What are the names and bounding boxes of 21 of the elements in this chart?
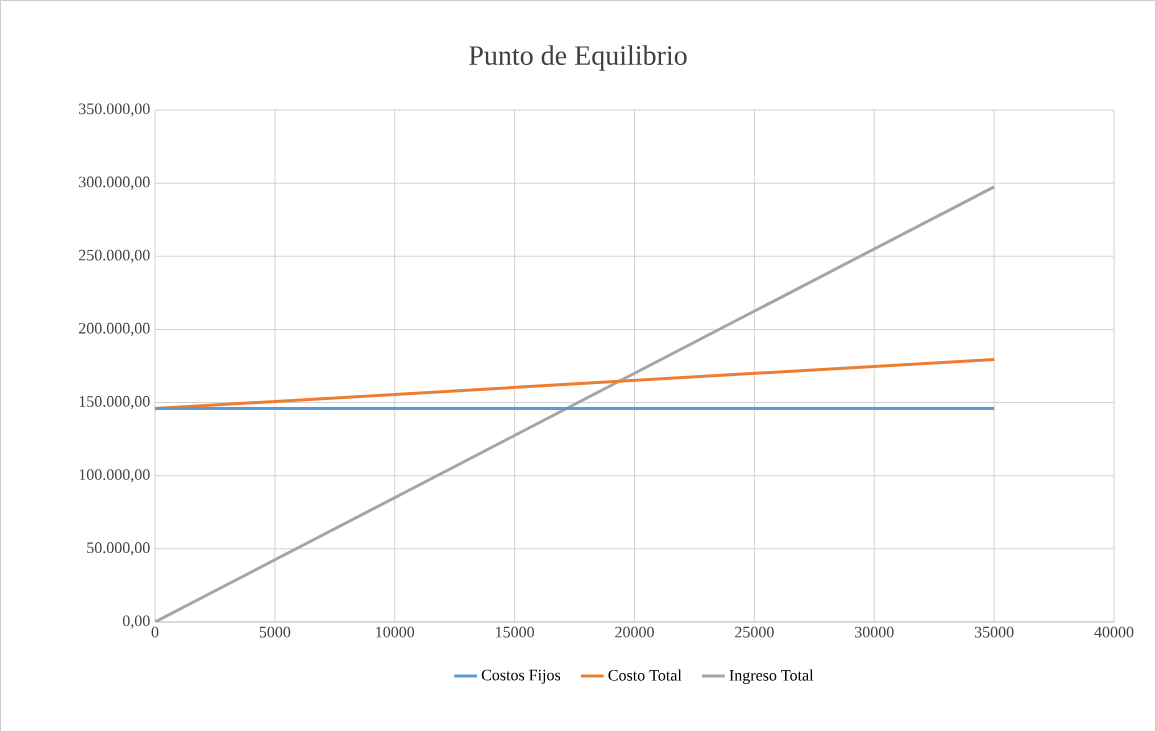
y-tick-label: 350.000,00 xyxy=(79,103,150,117)
chart-title: Punto de Equilibrio xyxy=(469,45,687,71)
x-tick-label: 0 xyxy=(151,626,159,638)
y-tick-label: 150.000,00 xyxy=(79,396,150,410)
y-tick-label: 200.000,00 xyxy=(79,322,150,336)
x-tick-label: 5000 xyxy=(259,626,291,638)
legend-label: Costos Fijos xyxy=(481,669,561,684)
x-tick-label: 10000 xyxy=(376,626,415,638)
y-tick-label: 250.000,00 xyxy=(79,249,150,263)
x-tick-label: 30000 xyxy=(855,626,894,638)
x-tick-label: 35000 xyxy=(974,626,1014,638)
y-tick-label: 0,00 xyxy=(122,615,150,629)
legend-label: Ingreso Total xyxy=(729,669,814,684)
y-tick-label: 50.000,00 xyxy=(87,542,150,556)
y-tick-label: 300.000,00 xyxy=(79,176,150,190)
x-tick-label: 20000 xyxy=(615,626,654,638)
x-tick-label: 40000 xyxy=(1094,626,1134,638)
x-tick-label: 15000 xyxy=(496,626,535,638)
y-tick-label: 100.000,00 xyxy=(79,469,150,483)
x-tick-label: 25000 xyxy=(735,626,774,638)
legend-label: Costo Total xyxy=(608,669,682,681)
